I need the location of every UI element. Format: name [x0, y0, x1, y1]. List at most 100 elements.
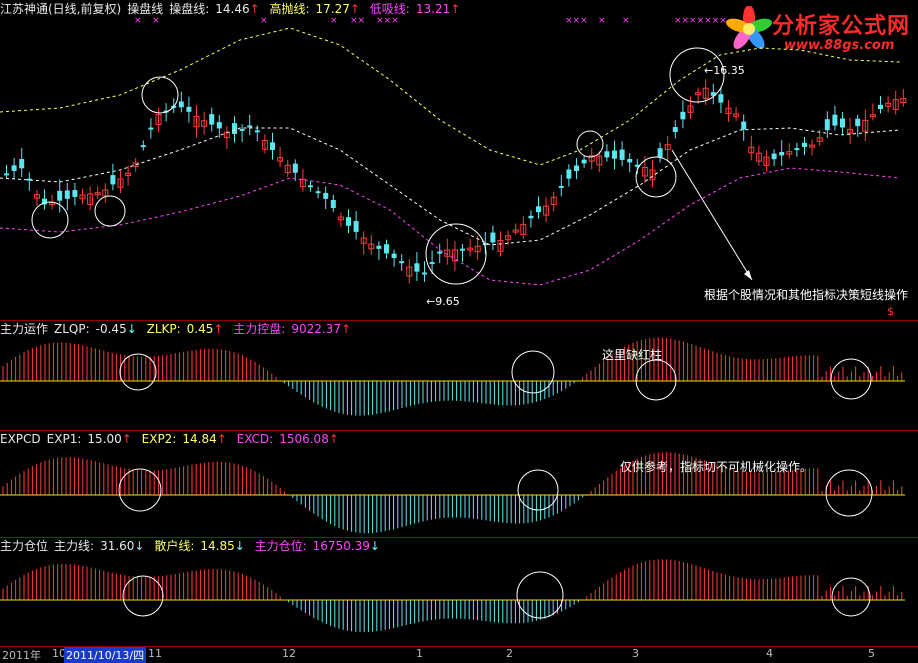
- price-candle: [482, 243, 488, 246]
- price-candle: [337, 216, 344, 221]
- price-candle: [232, 123, 237, 134]
- control-name: 主力控盘:: [233, 322, 286, 336]
- price-candle: [649, 169, 656, 181]
- price-candle: [733, 113, 740, 117]
- zlkp-arrow: ↑: [213, 322, 224, 336]
- price-candle: [528, 215, 534, 219]
- retail-line-arrow: ↓: [234, 539, 245, 553]
- annotation-circle: [141, 76, 179, 114]
- price-candle: [209, 114, 215, 125]
- high-sell-line: [0, 27, 901, 166]
- high-price-label: ←16.35: [704, 64, 745, 77]
- price-candle: [490, 232, 496, 243]
- low-value: 13.21: [415, 2, 451, 16]
- price-candle: [270, 142, 275, 150]
- position-value: 16750.39: [312, 539, 370, 553]
- price-candle: [641, 166, 648, 177]
- price-candle: [87, 193, 94, 206]
- price-candle: [79, 194, 86, 200]
- price-candle: [384, 244, 389, 254]
- low-price-label: ←9.65: [426, 295, 460, 308]
- price-candle: [239, 128, 245, 131]
- price-candle: [19, 159, 25, 169]
- indicator-label: 操盘线: [127, 2, 164, 16]
- price-candle: [155, 114, 162, 126]
- site-logo: 分析家公式网 www.88gs.com: [724, 4, 914, 58]
- zlqp-value: -0.45: [95, 322, 127, 336]
- price-candle: [869, 114, 876, 118]
- x-mark: ×: [134, 16, 142, 26]
- stock-title: 江苏神通(日线,前复权): [0, 2, 122, 16]
- annotation-arrowhead: [744, 270, 752, 280]
- price-candle: [588, 155, 595, 162]
- axis-label: 12: [282, 647, 296, 660]
- price-candle: [406, 266, 413, 277]
- price-candle: [216, 122, 222, 129]
- annotation-circle: [635, 156, 677, 198]
- price-candle: [878, 104, 883, 109]
- axis-label: 11: [148, 647, 162, 660]
- annotation-circle: [425, 223, 487, 285]
- price-candle: [855, 118, 861, 127]
- price-candle: [330, 199, 336, 208]
- price-candle: [672, 127, 678, 132]
- panel2-header: EXPCD EXP1: 15.00↑ EXP2: 14.84↑ EXCD: 1506.0…: [0, 431, 345, 447]
- excd-name: EXCD:: [236, 432, 274, 446]
- main-line-arrow: ↓: [134, 539, 145, 553]
- price-candle: [178, 101, 184, 108]
- price-candle: [748, 146, 755, 154]
- price-candle: [414, 263, 420, 272]
- zlkp-name: ZLKP:: [146, 322, 181, 336]
- price-candle: [809, 144, 816, 148]
- price-candle: [786, 151, 793, 155]
- x-mark: ×: [152, 16, 160, 26]
- price-candle: [840, 118, 845, 128]
- price-candle: [254, 130, 260, 133]
- cpx-value: 14.46: [215, 2, 250, 16]
- price-candle: [794, 148, 800, 151]
- price-candle: [33, 194, 40, 199]
- price-candle: [664, 144, 671, 151]
- price-candle: [315, 191, 321, 194]
- chart-canvas: [0, 27, 907, 633]
- position-name: 主力仓位:: [254, 539, 307, 553]
- annotation-circle: [511, 350, 555, 394]
- price-candle: [308, 185, 313, 188]
- logo-name: 分析家公式网: [772, 14, 911, 39]
- price-candle: [816, 137, 823, 142]
- price-candle: [277, 157, 284, 162]
- axis-selected-date[interactable]: 2011/10/13/四: [64, 647, 147, 663]
- price-candle: [132, 162, 139, 167]
- dollar-mark: $: [887, 305, 894, 318]
- exp2-name: EXP2:: [141, 432, 177, 446]
- price-candle: [634, 164, 640, 167]
- excd-value: 1506.08: [279, 432, 329, 446]
- x-mark: ×: [598, 16, 606, 26]
- retail-line-value: 14.85: [200, 539, 235, 553]
- price-candle: [422, 272, 427, 275]
- price-candle: [42, 198, 47, 205]
- price-candle: [847, 128, 854, 134]
- price-candle: [824, 119, 830, 131]
- price-candle: [687, 105, 694, 113]
- price-candle: [299, 178, 306, 188]
- price-candle: [755, 152, 762, 162]
- price-candle: [566, 169, 572, 179]
- price-candle: [725, 107, 732, 115]
- price-candle: [710, 92, 716, 96]
- low-buy-line: [0, 167, 901, 286]
- x-mark: ×: [260, 16, 268, 26]
- x-mark: ×: [330, 16, 338, 26]
- price-candle: [148, 127, 154, 130]
- price-candle: [346, 217, 351, 226]
- price-candle: [771, 153, 777, 160]
- price-candle: [451, 249, 458, 262]
- annotation-circle: [576, 130, 604, 158]
- price-candle: [429, 262, 435, 265]
- annotation-circle: [635, 359, 677, 401]
- price-candle: [779, 152, 785, 156]
- price-candle: [26, 178, 32, 181]
- axis-label: 10: [52, 647, 66, 660]
- price-candle: [892, 99, 899, 110]
- retail-line-name: 散户线:: [154, 539, 195, 553]
